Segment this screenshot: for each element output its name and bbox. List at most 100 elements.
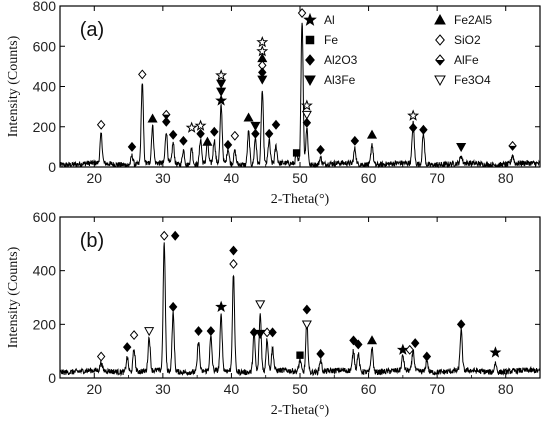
phase-marker-diamond-filled-shape [408, 122, 418, 133]
phase-marker-diamond-filled [408, 122, 418, 133]
phase-marker-triangle-down-open-shape [255, 300, 266, 310]
legend-item: Fe3O4 [434, 73, 491, 87]
phase-marker-diamond-open [129, 330, 139, 341]
phase-marker-diamond-filled-shape [349, 335, 358, 346]
legend-label: Al2O3 [324, 53, 358, 67]
legend-marker-diamond-open-shape [435, 34, 445, 46]
phase-marker-diamond-filled-shape [271, 119, 281, 130]
phase-marker-diamond-open [405, 344, 414, 355]
phase-marker-diamond-open-shape [138, 69, 147, 80]
phase-marker-triangle-up [147, 113, 158, 123]
legend-label: Al3Fe [324, 73, 356, 87]
phase-marker-star-open-shape [256, 35, 269, 48]
legend-marker-star-filled [303, 12, 317, 26]
legend-marker-star-filled-shape [303, 12, 317, 26]
phase-marker-diamond-filled-shape [316, 144, 325, 155]
x-axis-label: 2-Theta(°) [271, 192, 330, 207]
y-tick-label: 0 [48, 370, 56, 386]
phase-marker-star-filled [489, 346, 502, 358]
phase-marker-diamond-filled-shape [316, 348, 325, 359]
phase-marker-diamond-open-shape [297, 8, 307, 19]
phase-marker-star-filled-shape [215, 94, 228, 106]
y-tick-label: 800 [33, 0, 57, 14]
panel-label: (a) [80, 19, 104, 41]
phase-marker-diamond-filled [196, 128, 205, 139]
phase-marker-triangle-up-shape [243, 112, 254, 122]
phase-marker-star-open [407, 109, 420, 121]
phase-marker-triangle-down [456, 143, 467, 153]
phase-marker-triangle-up [366, 335, 378, 345]
phase-marker-diamond-filled-shape [258, 67, 267, 78]
legend-marker-triangle-up [434, 13, 446, 25]
phase-marker-diamond-filled [223, 139, 233, 150]
phase-marker-diamond-open [160, 230, 169, 241]
phase-marker-diamond-filled [316, 348, 325, 359]
phase-marker-diamond-filled [162, 116, 171, 127]
phase-marker-diamond-filled-shape [410, 338, 420, 349]
phase-marker-diamond-filled-shape [264, 128, 274, 139]
phase-marker-diamond-half-half [509, 145, 517, 151]
phase-marker-square-shape [292, 149, 301, 157]
phase-marker-diamond-filled [456, 319, 466, 330]
legend: Al Fe2Al5 Fe SiO2 Al2O3 AlFe Al3Fe Fe3O4 [303, 12, 492, 87]
phase-marker-star-filled [215, 300, 228, 312]
spectrum-line [59, 22, 540, 169]
phase-marker-diamond-filled [302, 117, 312, 128]
legend-item: Al3Fe [304, 73, 356, 87]
phase-marker-star-filled-shape [489, 346, 502, 358]
phase-marker-triangle-down-open [301, 320, 312, 330]
legend-marker-triangle-down-shape [304, 75, 316, 87]
y-axis-label: Intensity (Counts) [6, 35, 21, 137]
phase-marker-diamond-open [229, 258, 238, 269]
legend-item: Al2O3 [305, 53, 358, 67]
y-tick-label: 0 [48, 159, 56, 175]
legend-marker-triangle-down-open [434, 75, 446, 87]
phase-marker-star-open [215, 69, 228, 81]
phase-marker-triangle-down-shape [255, 329, 266, 339]
phase-marker-triangle-up-shape [366, 335, 378, 345]
x-tick-label: 50 [292, 170, 308, 186]
legend-label: AlFe [454, 53, 479, 67]
phase-marker-diamond-filled [349, 335, 358, 346]
phase-marker-diamond-filled [302, 304, 312, 315]
phase-marker-star-open-shape [185, 121, 198, 133]
phase-marker-triangle-up [243, 112, 254, 122]
phase-marker-triangle-up-shape [147, 113, 158, 123]
phase-marker-diamond-open-shape [96, 119, 106, 130]
phase-marker-triangle-down-shape [250, 121, 261, 131]
y-tick-label: 200 [33, 316, 57, 332]
phase-marker-diamond-filled [268, 327, 277, 338]
legend-marker-square [305, 35, 315, 45]
phase-marker-diamond-filled [229, 245, 238, 256]
x-tick-label: 80 [498, 170, 514, 186]
phase-marker-diamond-filled [170, 230, 180, 241]
phase-marker-triangle-down-open [144, 327, 155, 337]
phase-marker-diamond-filled-shape [179, 135, 188, 146]
phase-marker-diamond-filled [422, 351, 432, 362]
phase-marker-diamond-filled-shape [456, 319, 466, 330]
phase-marker-square [292, 149, 301, 157]
phase-marker-diamond-filled [206, 326, 216, 337]
phase-marker-diamond-open [138, 69, 147, 80]
x-tick-label: 40 [224, 170, 240, 186]
x-tick-label: 20 [86, 170, 102, 186]
phase-marker-diamond-filled [251, 128, 260, 139]
phase-marker-diamond-filled [316, 144, 325, 155]
phase-marker-diamond-filled [179, 135, 188, 146]
panel-b: 20 30 40 50 60 70 80 0 200 400 600 2-Theta(°) Intens… [6, 209, 541, 418]
x-tick-label: 30 [155, 170, 171, 186]
x-tick-label: 50 [292, 381, 308, 397]
phase-marker-diamond-filled-shape [229, 245, 238, 256]
panel-a: 20 30 40 50 60 70 8002004006008002-Theta(°)Int… [6, 0, 541, 207]
phase-marker-triangle-down-open-shape [144, 327, 155, 337]
legend-marker-diamond-filled-shape [305, 54, 315, 66]
phase-marker-diamond-filled-shape [162, 116, 171, 127]
phase-marker-diamond-filled-shape [422, 351, 432, 362]
phase-marker-diamond-filled-shape [170, 230, 180, 241]
phase-marker-star-open-shape [407, 109, 420, 121]
legend-item: Al [303, 12, 335, 27]
phase-marker-diamond-open-shape [129, 330, 139, 341]
phase-marker-triangle-down-open [255, 300, 266, 310]
x-tick-label: 60 [361, 381, 377, 397]
phase-marker-star-open [256, 35, 269, 48]
